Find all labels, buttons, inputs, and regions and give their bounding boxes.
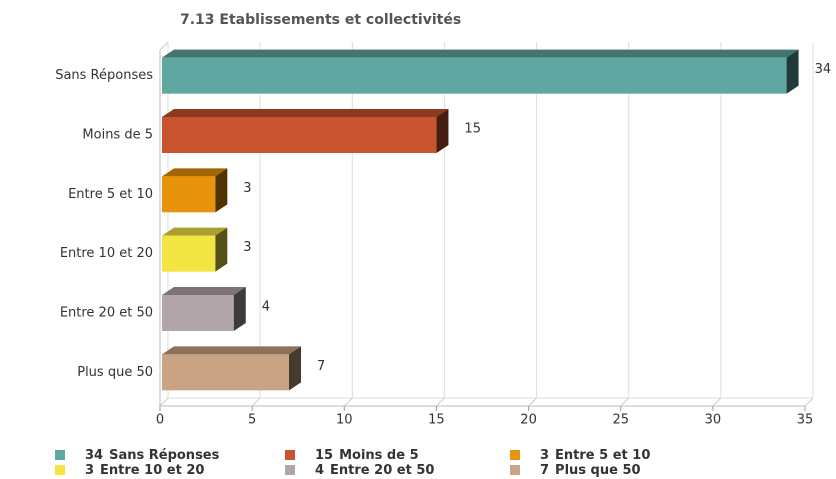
legend-swatch — [55, 465, 65, 475]
chart-title: 7.13 Etablissements et collectivités — [180, 12, 461, 28]
bar-side-shade — [233, 287, 246, 331]
legend-swatch — [510, 465, 520, 475]
bar — [162, 354, 289, 391]
grid-line — [159, 397, 169, 407]
legend-value: 3 — [85, 463, 94, 478]
bar-side-shade — [215, 168, 228, 213]
x-tick-label: 10 — [336, 413, 353, 428]
legend-name: Sans Réponses — [109, 448, 220, 463]
grid-line — [251, 397, 261, 407]
y-tick-label: Entre 20 et 50 — [60, 306, 153, 321]
legend-value: 7 — [540, 463, 549, 478]
bar — [162, 57, 787, 94]
bar — [162, 295, 234, 331]
legend-swatch — [285, 450, 295, 460]
bar — [162, 117, 437, 153]
y-tick-label: Sans Réponses — [55, 68, 153, 83]
top-edge — [159, 41, 169, 51]
y-tick-label: Moins de 5 — [82, 128, 153, 143]
grid-line — [712, 397, 722, 407]
grid-line — [620, 397, 630, 407]
legend-label: 7 Plus que 50 — [540, 463, 641, 478]
x-tick-label: 0 — [156, 413, 164, 428]
legend-swatch — [55, 450, 65, 460]
data-label: 15 — [464, 122, 481, 137]
bar-top — [162, 287, 246, 295]
x-tick-label: 35 — [797, 413, 814, 428]
y-tick-label: Plus que 50 — [77, 365, 153, 380]
bar-side-shade — [436, 109, 449, 153]
legend-label: 15 Moins de 5 — [315, 448, 419, 463]
grid-line — [436, 397, 445, 407]
legend-name: Entre 5 et 10 — [555, 448, 650, 463]
bar-side-shade — [289, 346, 301, 391]
data-label: 7 — [317, 359, 325, 374]
x-tick-label: 5 — [248, 413, 256, 428]
legend-label: 3 Entre 5 et 10 — [540, 448, 650, 463]
bar — [162, 235, 216, 272]
grid-line — [528, 397, 537, 407]
legend-label: 4 Entre 20 et 50 — [315, 463, 434, 478]
bar-side-shade — [215, 227, 228, 272]
legend-value: 15 — [315, 448, 333, 463]
bar-top-shade — [162, 346, 301, 355]
bar-top-shade — [162, 227, 228, 236]
legend-label: 34 Sans Réponses — [85, 448, 220, 463]
legend-swatch — [285, 465, 295, 475]
bar-top — [162, 109, 449, 117]
bar-top — [162, 227, 228, 236]
data-label: 3 — [243, 181, 251, 196]
legend-value: 3 — [540, 448, 549, 463]
x-tick-label: 15 — [428, 413, 445, 428]
legend-label: 3 Entre 10 et 20 — [85, 463, 204, 478]
bar-top-shade — [162, 49, 799, 58]
legend-name: Moins de 5 — [339, 448, 419, 463]
bar-top — [162, 49, 799, 58]
data-label: 3 — [243, 240, 251, 255]
bar-top — [162, 168, 228, 177]
bar-top-shade — [162, 287, 246, 295]
bar-top-shade — [162, 109, 449, 117]
legend-name: Entre 10 et 20 — [100, 463, 204, 478]
legend-value: 4 — [315, 463, 324, 478]
bar-top-shade — [162, 168, 228, 177]
grid-line — [343, 397, 353, 407]
data-label: 4 — [262, 300, 270, 315]
legend-value: 34 — [85, 448, 103, 463]
legend-name: Entre 20 et 50 — [330, 463, 434, 478]
y-tick-label: Entre 10 et 20 — [60, 246, 153, 261]
data-label: 34 — [815, 62, 832, 77]
y-tick-label: Entre 5 et 10 — [68, 187, 153, 202]
bar — [162, 176, 216, 213]
x-tick-label: 25 — [612, 413, 629, 428]
bar-top — [162, 346, 301, 355]
x-tick-label: 30 — [705, 413, 722, 428]
legend-name: Plus que 50 — [555, 463, 641, 478]
legend-swatch — [510, 450, 520, 460]
x-tick-label: 20 — [520, 413, 537, 428]
bar-side-shade — [786, 49, 799, 94]
grid-line — [804, 397, 814, 407]
